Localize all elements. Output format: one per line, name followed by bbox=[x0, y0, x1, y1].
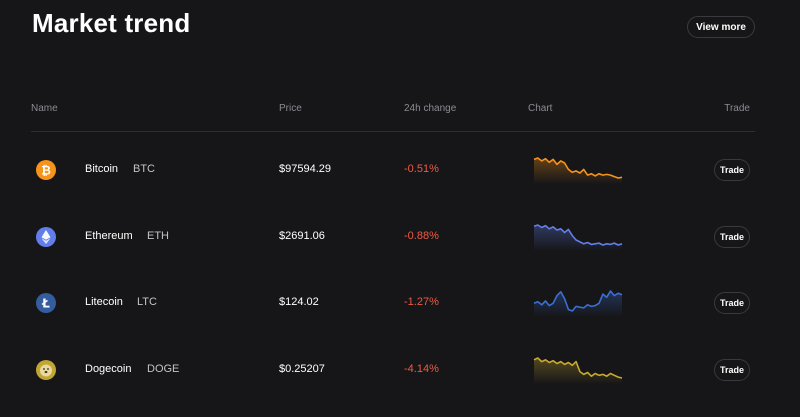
coin-price: $124.02 bbox=[279, 296, 319, 308]
svg-text:Ł: Ł bbox=[41, 297, 50, 311]
trade-button[interactable]: Trade bbox=[714, 359, 750, 381]
table-header: Name Price 24h change Chart Trade bbox=[0, 103, 800, 117]
table-row: Dogecoin DOGE $0.25207 -4.14% Trade bbox=[0, 350, 800, 390]
coin-symbol: BTC bbox=[133, 163, 155, 175]
column-header-chart: Chart bbox=[528, 103, 553, 114]
coin-symbol: ETH bbox=[147, 230, 169, 242]
column-header-change: 24h change bbox=[404, 103, 457, 114]
sparkline-chart bbox=[533, 224, 623, 251]
sparkline-area bbox=[534, 158, 622, 184]
table-row: ₿ Bitcoin BTC $97594.29 -0.51% Trade bbox=[0, 150, 800, 190]
sparkline-line bbox=[533, 224, 623, 246]
bitcoin-icon: ₿ bbox=[36, 160, 56, 180]
table-row: Ł Litecoin LTC $124.02 -1.27% Trade bbox=[0, 283, 800, 323]
coin-price: $2691.06 bbox=[279, 230, 325, 242]
table-row: Ethereum ETH $2691.06 -0.88% Trade bbox=[0, 217, 800, 257]
coin-symbol: LTC bbox=[137, 296, 157, 308]
coin-name: Bitcoin bbox=[85, 163, 119, 175]
coin-change: -0.88% bbox=[404, 230, 439, 242]
trade-button[interactable]: Trade bbox=[714, 292, 750, 314]
column-header-trade: Trade bbox=[724, 103, 750, 114]
coin-name: Ethereum bbox=[85, 230, 133, 242]
sparkline-area bbox=[534, 225, 622, 251]
view-more-button[interactable]: View more bbox=[687, 16, 755, 38]
page-title: Market trend bbox=[32, 8, 191, 38]
dogecoin-icon bbox=[36, 360, 56, 380]
coin-symbol: DOGE bbox=[147, 363, 180, 375]
sparkline-area bbox=[534, 291, 622, 317]
sparkline-chart bbox=[533, 157, 623, 184]
coin-change: -1.27% bbox=[404, 296, 439, 308]
sparkline-line bbox=[533, 157, 623, 179]
coin-price: $0.25207 bbox=[279, 363, 325, 375]
sparkline-chart bbox=[533, 357, 623, 384]
trade-button[interactable]: Trade bbox=[714, 226, 750, 248]
ethereum-icon bbox=[36, 227, 56, 247]
coin-price: $97594.29 bbox=[279, 163, 331, 175]
sparkline-area bbox=[534, 358, 622, 384]
sparkline-chart bbox=[533, 290, 623, 317]
coin-name: Dogecoin bbox=[85, 363, 132, 375]
coin-change: -0.51% bbox=[404, 163, 439, 175]
sparkline-line bbox=[533, 290, 623, 312]
svg-text:₿: ₿ bbox=[41, 164, 51, 178]
header-divider bbox=[31, 131, 755, 132]
trade-button[interactable]: Trade bbox=[714, 159, 750, 181]
coin-name: Litecoin bbox=[85, 296, 123, 308]
column-header-name: Name bbox=[31, 103, 58, 114]
coin-change: -4.14% bbox=[404, 363, 439, 375]
sparkline-line bbox=[533, 357, 623, 379]
litecoin-icon: Ł bbox=[36, 293, 56, 313]
column-header-price: Price bbox=[279, 103, 302, 114]
